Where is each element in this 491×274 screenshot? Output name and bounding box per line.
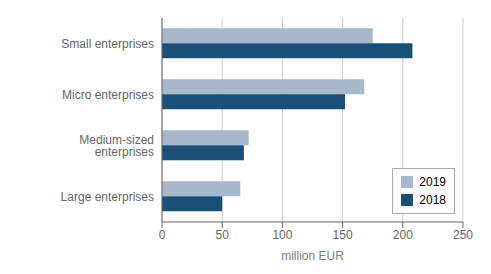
svg-text:million EUR: million EUR: [281, 249, 344, 263]
svg-text:150: 150: [333, 228, 353, 242]
html-text:2019: 2019: [419, 175, 446, 189]
svg-text:50: 50: [216, 228, 230, 242]
svg-text:Medium-sizedenterprises: Medium-sizedenterprises: [79, 133, 154, 159]
svg-text:250: 250: [453, 228, 473, 242]
html-text:2018: 2018: [419, 193, 446, 207]
svg-text:Small enterprises: Small enterprises: [61, 37, 154, 51]
svg-text:100: 100: [272, 228, 292, 242]
svg-text:Micro enterprises: Micro enterprises: [62, 88, 154, 102]
svg-text:0: 0: [159, 228, 166, 242]
svg-text:200: 200: [393, 228, 413, 242]
svg-text:Large enterprises: Large enterprises: [61, 190, 154, 204]
